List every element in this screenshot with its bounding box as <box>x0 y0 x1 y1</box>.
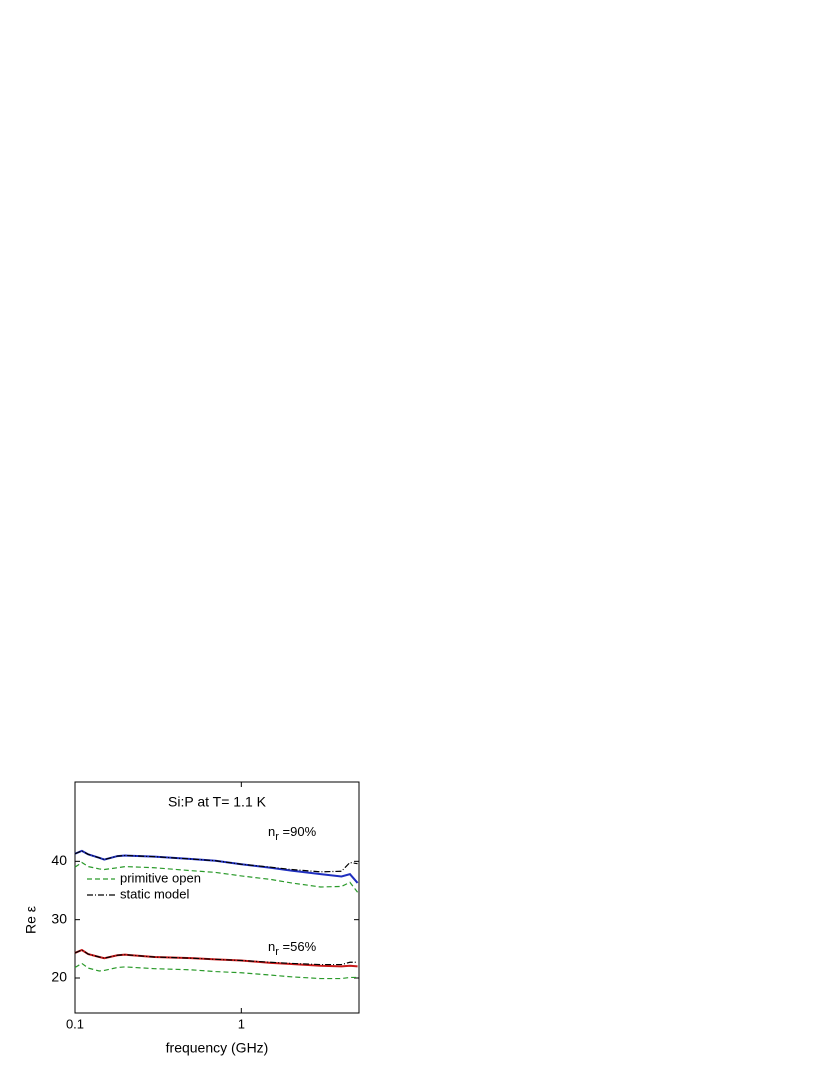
annotation: nr =90% <box>268 824 317 842</box>
x-tick-label: 0.1 <box>66 1016 84 1031</box>
data-line <box>74 949 358 966</box>
chart-title: Si:P at T= 1.1 K <box>168 794 267 810</box>
annotation-sub: r <box>275 831 279 843</box>
y-tick-label: 40 <box>51 852 67 868</box>
annotation-base: n <box>268 824 275 839</box>
y-tick-label: 30 <box>51 910 67 926</box>
x-axis-label: frequency (GHz) <box>166 1040 269 1056</box>
y-axis-label: Re ε <box>23 906 39 934</box>
plot-frame <box>74 781 360 1014</box>
annotation-base: n <box>268 939 275 954</box>
annotation: nr =56% <box>268 939 317 957</box>
annotation-sub: r <box>275 946 279 958</box>
annotation-text: =90% <box>279 824 317 839</box>
legend-label: primitive open <box>120 870 201 885</box>
annotation-text: =56% <box>279 939 317 954</box>
x-tick-label: 1 <box>238 1016 245 1031</box>
data-line <box>74 962 358 980</box>
legend-label: static model <box>120 886 189 901</box>
y-tick-label: 20 <box>51 969 67 985</box>
data-line <box>74 861 359 893</box>
data-line <box>74 850 358 873</box>
